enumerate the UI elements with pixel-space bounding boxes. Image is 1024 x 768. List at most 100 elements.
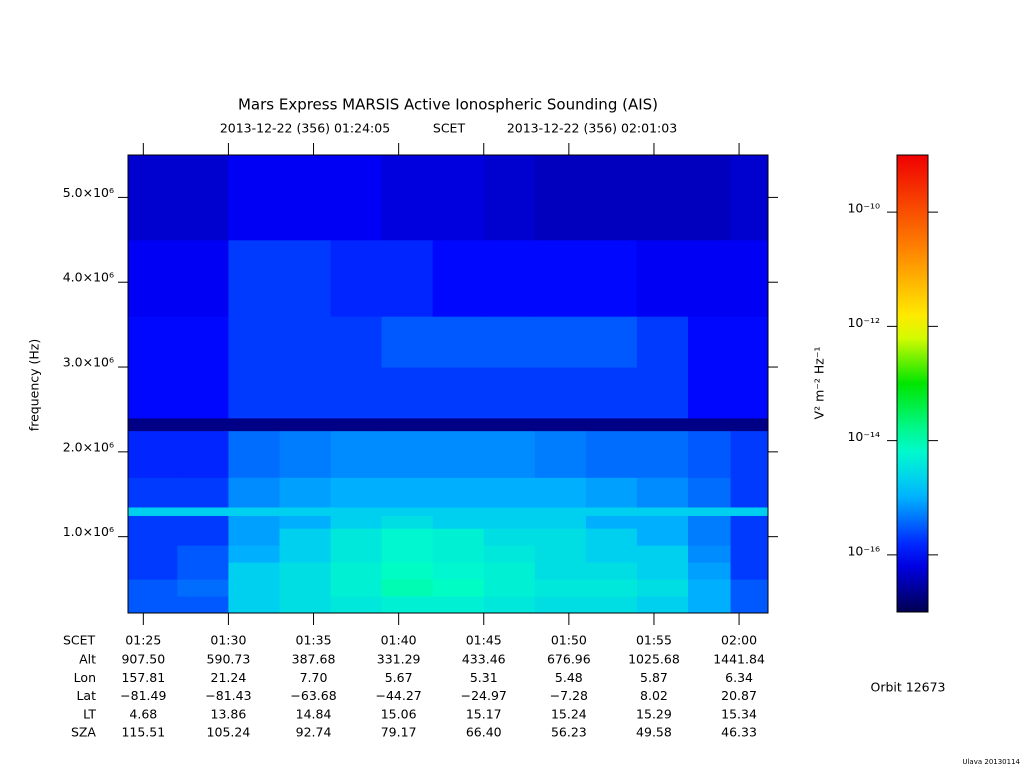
spectrogram-cell — [483, 239, 536, 317]
ephemeris-label: SZA — [71, 725, 96, 740]
spectrogram-cell — [330, 579, 383, 597]
spectrogram-cell — [330, 417, 383, 432]
spectrogram-cell — [688, 596, 732, 614]
spectrogram-cell — [688, 562, 732, 580]
spectrogram-cell — [228, 506, 280, 516]
spectrogram-cell — [330, 239, 383, 317]
spectrogram-cell — [128, 545, 178, 563]
x-tick-label: 01:30 — [210, 633, 246, 648]
spectrogram-cell — [381, 316, 434, 368]
ephemeris-value: 15.34 — [721, 706, 757, 721]
spectrogram-cell — [228, 596, 280, 614]
spectrogram-cell — [228, 579, 280, 597]
spectrogram-cell — [483, 528, 536, 546]
ephemeris-value: 49.58 — [636, 725, 672, 740]
spectrogram-cell — [128, 477, 178, 508]
credit: Ulava 20130114 — [962, 758, 1020, 766]
spectrogram-cell — [228, 316, 280, 368]
ephemeris-header: SCET — [63, 633, 96, 648]
x-tick-label: 01:25 — [125, 633, 161, 648]
ephemeris-label: LT — [83, 706, 96, 721]
ephemeris-value: 105.24 — [207, 725, 251, 740]
ephemeris-value: −81.43 — [205, 688, 251, 703]
spectrogram-cell — [381, 239, 434, 317]
spectrogram-cell — [585, 545, 638, 563]
spectrogram-cell — [279, 562, 332, 580]
ephemeris-value: 115.51 — [121, 725, 165, 740]
spectrogram-cell — [279, 239, 332, 317]
spectrogram-cell — [688, 506, 732, 516]
spectrogram-cell — [585, 562, 638, 580]
spectrogram-cell — [636, 155, 689, 241]
spectrogram-cell — [432, 477, 485, 508]
spectrogram-cell — [177, 367, 229, 419]
plot-frame — [127, 154, 769, 614]
ephemeris-value: 676.96 — [547, 652, 591, 667]
spectrogram-cell — [330, 562, 383, 580]
spectrogram-cell — [636, 528, 689, 546]
spectrogram-cell — [730, 417, 769, 432]
ephemeris-value: 14.84 — [296, 706, 332, 721]
ephemeris-value: −44.27 — [376, 688, 422, 703]
spectrogram-cell — [636, 367, 689, 419]
spectrogram-cell — [128, 562, 178, 580]
spectrogram-cell — [279, 596, 332, 614]
spectrogram-cell — [330, 515, 383, 529]
spectrogram-cell — [688, 545, 732, 563]
spectrogram-cell — [279, 528, 332, 546]
spectrogram-cell — [730, 528, 769, 546]
ephemeris-label: Alt — [79, 652, 96, 667]
ephemeris-value: 56.23 — [551, 725, 587, 740]
spectrogram-cell — [330, 477, 383, 508]
ephemeris-value: 15.17 — [466, 706, 502, 721]
spectrogram-cell — [330, 430, 383, 478]
spectrogram-cell — [228, 417, 280, 432]
ephemeris-value: 92.74 — [296, 725, 332, 740]
spectrogram-cell — [483, 515, 536, 529]
spectrogram-cell — [228, 562, 280, 580]
orbit: Orbit 12673 — [870, 680, 945, 695]
x-tick-label: 01:40 — [381, 633, 417, 648]
spectrogram-cell — [330, 155, 383, 241]
chart-title: Mars Express MARSIS Active Ionospheric S… — [238, 96, 658, 114]
spectrogram-cell — [730, 562, 769, 580]
y-tick-label: 4.0×10⁶ — [63, 270, 114, 285]
ephemeris-value: 66.40 — [466, 725, 502, 740]
spectrogram-cell — [636, 430, 689, 478]
spectrogram-cell — [279, 579, 332, 597]
ephemeris-value: 13.86 — [211, 706, 247, 721]
spectrogram-cell — [483, 316, 536, 368]
spectrogram-cell — [483, 155, 536, 241]
spectrogram-cell — [228, 515, 280, 529]
spectrogram-cell — [483, 506, 536, 516]
y-tick-label: 5.0×10⁶ — [63, 185, 114, 200]
spectrogram-cell — [585, 506, 638, 516]
ephemeris-value: 907.50 — [121, 652, 165, 667]
spectrogram-cell — [279, 155, 332, 241]
ephemeris-value: 5.87 — [640, 670, 668, 685]
spectrogram-cell — [483, 417, 536, 432]
ephemeris-value: 590.73 — [207, 652, 251, 667]
spectrogram-cell — [381, 515, 434, 529]
subtitle-end: 2013-12-22 (356) 02:01:03 — [507, 121, 677, 136]
spectrogram-cell — [432, 155, 485, 241]
spectrogram-cell — [483, 579, 536, 597]
ephemeris-value: 387.68 — [292, 652, 336, 667]
ephemeris-value: 15.29 — [636, 706, 672, 721]
spectrogram-cell — [279, 477, 332, 508]
spectrogram-cell — [381, 477, 434, 508]
spectrogram-cell — [585, 528, 638, 546]
spectrogram-cell — [585, 417, 638, 432]
ephemeris-value: 5.67 — [385, 670, 413, 685]
spectrogram-cell — [534, 562, 587, 580]
ephemeris-value: 331.29 — [377, 652, 421, 667]
spectrogram-cell — [730, 477, 769, 508]
spectrogram-cell — [688, 477, 732, 508]
spectrogram-cell — [279, 506, 332, 516]
spectrogram-cell — [381, 579, 434, 597]
ephemeris-value: −24.97 — [461, 688, 507, 703]
spectrogram-cell — [432, 506, 485, 516]
spectrogram-cell — [330, 545, 383, 563]
spectrogram-cell — [688, 239, 732, 317]
